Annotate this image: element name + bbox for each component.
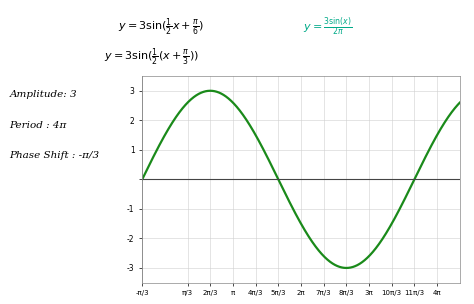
Text: Amplitude: 3: Amplitude: 3	[9, 90, 77, 99]
Text: $y = 3\sin(\frac{1}{2}(x + \frac{\pi}{3}))$: $y = 3\sin(\frac{1}{2}(x + \frac{\pi}{3}…	[104, 47, 199, 68]
Text: Period : 4π: Period : 4π	[9, 121, 67, 130]
Text: $y = \frac{3\sin(x)}{2\pi}$: $y = \frac{3\sin(x)}{2\pi}$	[303, 15, 353, 38]
Text: $y = 3\sin(\frac{1}{2}x + \frac{\pi}{6})$: $y = 3\sin(\frac{1}{2}x + \frac{\pi}{6})…	[118, 16, 205, 38]
Text: Phase Shift : -π/3: Phase Shift : -π/3	[9, 151, 100, 160]
